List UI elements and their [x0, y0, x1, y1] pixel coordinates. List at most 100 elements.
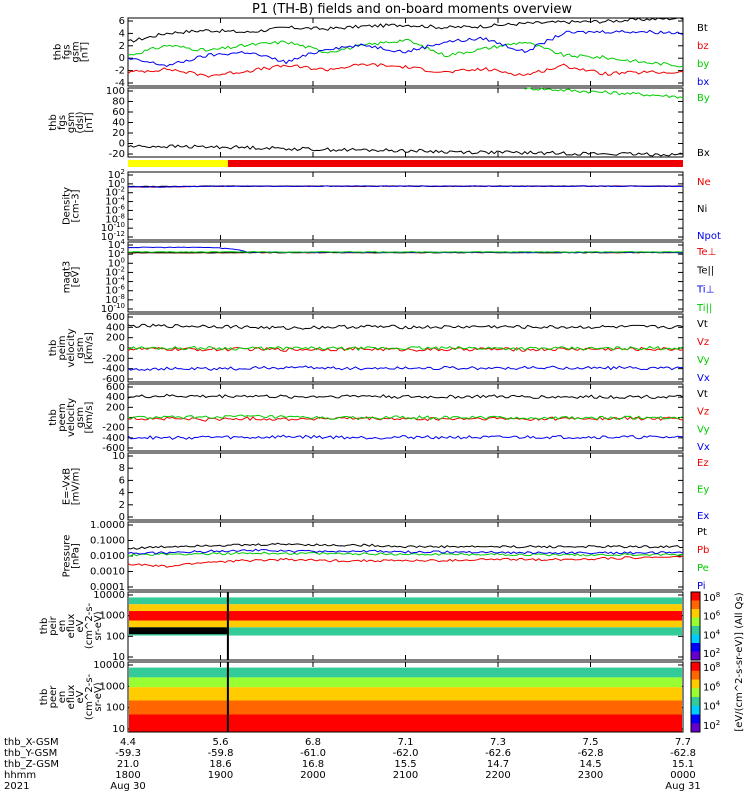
y-tick-label: 100: [106, 631, 125, 642]
x-year: 2021: [4, 781, 29, 792]
panel-frame: [127, 591, 684, 661]
colorbar-segment: [691, 723, 700, 733]
y-tick-label: 2: [119, 41, 125, 52]
colorbar-tick: 104: [703, 628, 721, 641]
y-tick-label: 0.1000: [90, 536, 125, 547]
x-row-label: thb_Z-GSM: [4, 759, 59, 770]
y-axis-label-line: peim: [57, 335, 68, 360]
y-tick-label: -2: [115, 66, 125, 77]
y-axis-label-line: [mV/m]: [71, 468, 82, 506]
y-axis-label-line: [km/s]: [84, 332, 95, 364]
x-row-label: thb_X-GSM: [4, 737, 59, 748]
y-axis-label-line: gsm: [66, 112, 77, 133]
x-date-start: Aug 30: [110, 781, 145, 792]
series-line-Vx: [127, 365, 684, 371]
y-tick-label: 10: [112, 652, 125, 663]
y-tick-label: 60: [112, 107, 125, 118]
panel-frame: [127, 521, 684, 591]
spectrogram-band: [129, 627, 682, 636]
y-axis-label-line: peem: [57, 403, 68, 431]
colorbar-tick: 106: [703, 610, 721, 623]
colorbar-segment: [691, 592, 700, 601]
legend-Te: Te||: [696, 266, 714, 277]
colorbar-tick: 108: [703, 591, 720, 604]
colorbar-frame: [690, 661, 701, 733]
legend-Ne: Ne: [697, 177, 711, 188]
y-tick-label: 10: [112, 724, 125, 735]
colorbar-tick: 104: [703, 700, 721, 713]
legend-Ti: Ti||: [696, 303, 712, 314]
spectrogram-band: [129, 687, 682, 701]
legend-Ni: Ni: [697, 204, 707, 215]
y-axis-label-line: sr-eV): [93, 611, 104, 640]
panel-pressure: Pressure[nPa] 1.0000 0.1000 0.0100 0.0010 0.0…: [62, 520, 710, 593]
colorbar-segment: [691, 697, 700, 707]
y-axis-label-line: gsm: [75, 407, 86, 428]
y-axis-label-line: thb: [39, 618, 50, 635]
legend-Vy: Vy: [697, 355, 710, 366]
y-axis-label-line: magt3: [62, 261, 73, 294]
colorbar-2: 108 106 104 102: [690, 661, 721, 733]
y-axis-label-line: peer: [48, 685, 59, 709]
y-tick-label: 40: [112, 118, 125, 129]
y-tick-label: 0: [119, 413, 125, 424]
series-line-Vx: [127, 434, 684, 440]
x-row-value: 14.7: [487, 759, 509, 770]
colorbar-tick: 106: [703, 680, 721, 693]
y-tick-label: 600: [106, 382, 125, 393]
y-axis-label-line: gsm: [75, 337, 86, 358]
x-row-value: 7.1: [398, 737, 414, 748]
x-row-value: -62.6: [485, 748, 511, 759]
legend-Npot: Npot: [697, 231, 721, 242]
colorbar-segment: [691, 634, 700, 644]
x-row-label: hhmm: [4, 770, 36, 781]
legend-Ex: Ex: [697, 511, 709, 522]
legend-Bt: Bt: [697, 23, 708, 34]
y-tick-label: 0.0010: [90, 567, 125, 578]
series-line-by: [127, 38, 684, 68]
panel-frame: [127, 171, 684, 241]
colorbar-segment: [691, 651, 700, 661]
y-axis-label-line: [nPa]: [71, 543, 82, 569]
colorbar-frame: [690, 591, 701, 661]
y-axis-label-line: en: [57, 691, 68, 704]
y-tick-label: 1.0000: [90, 520, 125, 531]
legend-Te: Te⊥: [696, 247, 716, 258]
x-row-value: 2000: [300, 770, 325, 781]
x-row-value: -61.0: [300, 748, 326, 759]
colorbar-tick: 102: [703, 647, 720, 660]
x-row-value: -62.0: [393, 748, 419, 759]
legend-Pi: Pi: [697, 581, 706, 592]
y-axis-label-line: thb: [53, 44, 64, 61]
colorbar-segment: [691, 662, 700, 672]
x-row-value: -59.3: [115, 748, 141, 759]
colorbar-1: 108 106 104 102: [690, 591, 721, 661]
x-row-value: 6.8: [305, 737, 321, 748]
legend-bz: bz: [697, 41, 709, 52]
mode-bar-fast: [227, 160, 683, 167]
colorbar-segment: [691, 705, 700, 715]
x-row-value: 1800: [115, 770, 140, 781]
series-line-Ti: [127, 250, 684, 253]
y-tick-label: 0: [119, 139, 125, 150]
y-tick-label: 100: [106, 703, 125, 714]
legend-Vt: Vt: [697, 319, 708, 330]
legend-Ey: Ey: [697, 485, 709, 496]
spectrogram-band: [129, 620, 682, 628]
colorbar-segment: [691, 679, 700, 689]
y-tick-label: -600: [102, 374, 125, 385]
y-axis-label-line: E=-VxB: [62, 468, 73, 505]
colorbar-segment: [691, 714, 700, 724]
legend-Vy: Vy: [697, 424, 710, 435]
y-axis-label-line: [km/s]: [84, 401, 95, 433]
x-row-value: 4.4: [120, 737, 136, 748]
x-row-value: 5.6: [213, 737, 229, 748]
series-line-Bx: [127, 144, 684, 157]
x-axis: thb_X-GSM 4.4 5.6 6.8 7.1 7.3 7.5 7.7 thb_Y-GSM -…: [4, 737, 701, 792]
y-tick-label: -200: [102, 353, 125, 364]
x-row-value: 0000: [670, 770, 695, 781]
y-axis-label-line: velocity: [66, 398, 77, 437]
